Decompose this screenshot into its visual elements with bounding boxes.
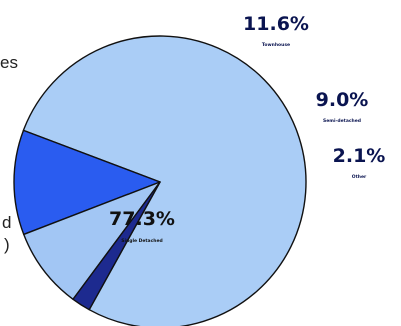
category-label-semi-detached: Semi-detached bbox=[323, 118, 361, 124]
pie-slice-semi-detached bbox=[23, 181, 161, 300]
category-label-townhouse: Townhouse bbox=[262, 42, 290, 48]
category-label-other: Other bbox=[352, 174, 367, 180]
data-label-other: 2.1% bbox=[333, 145, 386, 167]
data-label-single-detached: 77.3% bbox=[109, 208, 175, 230]
pie-slice-townhouse bbox=[13, 129, 161, 236]
pie-slice-other bbox=[72, 181, 161, 311]
edge-text-mid: d bbox=[2, 213, 11, 232]
category-label-single-detached: Single Detached bbox=[121, 238, 163, 244]
slice-labels: 77.3% Single Detached 11.6% Townhouse 9.0% Se… bbox=[109, 13, 385, 244]
edge-text-top: es bbox=[0, 53, 18, 72]
data-label-townhouse: 11.6% bbox=[243, 13, 309, 35]
pie-slices bbox=[13, 35, 307, 326]
pie-slice-single-detached bbox=[22, 35, 307, 326]
data-label-semi-detached: 9.0% bbox=[316, 89, 369, 111]
edge-text-low: ) bbox=[4, 235, 10, 254]
